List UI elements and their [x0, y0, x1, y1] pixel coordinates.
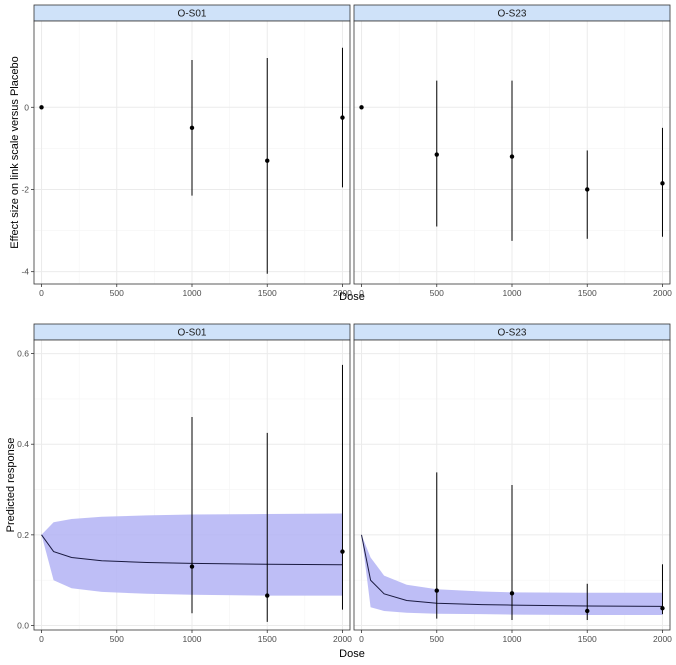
data-point	[265, 593, 270, 598]
x-tick-label: 1000	[503, 288, 522, 298]
x-tick-label: 500	[110, 288, 124, 298]
y-axis-title: Effect size on link scale versus Placebo	[9, 56, 21, 248]
y-tick-label: 0.2	[17, 530, 29, 540]
x-tick-label: 1500	[578, 634, 597, 644]
facet-label: O-S23	[498, 328, 527, 339]
data-point	[660, 606, 665, 611]
chart-0: O-S01 0 500 1000 1500 2000 0 -2 -4 O-S23 0 500 1000 1…	[9, 4, 672, 303]
panel-o-s23: O-S23 0 500 1000 1500 2000	[353, 323, 672, 644]
x-tick-label: 2000	[333, 634, 352, 644]
x-tick-label: 1000	[503, 634, 522, 644]
x-tick-label: 500	[430, 634, 444, 644]
data-point	[509, 154, 515, 159]
data-point	[359, 105, 364, 110]
x-axis-title: Dose	[339, 648, 365, 660]
data-point	[434, 588, 439, 593]
y-tick-label: 0.4	[17, 439, 29, 449]
y-tick-label: 0.0	[17, 620, 29, 630]
y-axis-title: Predicted response	[5, 438, 17, 533]
y-tick-label: 0	[24, 102, 29, 112]
facet-label: O-S23	[498, 9, 527, 20]
chart-1: O-S01 0 500 1000 1500 2000 0.0 0.2 0.4 0.6 O-S23 0 5…	[5, 323, 672, 660]
predicted-curve	[41, 534, 343, 566]
y-tick-label: -4	[21, 267, 29, 277]
x-tick-label: 500	[430, 288, 444, 298]
x-tick-label: 1500	[258, 634, 277, 644]
x-tick-label: 0	[359, 288, 364, 298]
data-point	[265, 158, 270, 163]
y-tick-label: -2	[21, 184, 29, 194]
panel-o-s01: O-S01 0 500 1000 1500 2000 0 -2 -4	[21, 4, 352, 298]
x-axis-title: Dose	[339, 291, 365, 303]
panel-o-s23: O-S23 0 500 1000 1500 2000	[353, 4, 672, 298]
facet-label: O-S01	[178, 328, 207, 339]
data-point	[660, 181, 665, 186]
x-tick-label: 0	[39, 634, 44, 644]
x-tick-label: 1500	[578, 288, 597, 298]
y-tick-label: 0.6	[17, 349, 29, 359]
data-point	[39, 105, 44, 110]
data-point	[340, 549, 345, 554]
data-point	[189, 125, 195, 131]
x-tick-label: 2000	[333, 288, 352, 298]
x-tick-label: 2000	[653, 634, 672, 644]
data-point	[585, 187, 590, 192]
data-point	[585, 608, 590, 614]
x-tick-label: 1000	[183, 288, 202, 298]
panel-o-s01: O-S01 0 500 1000 1500 2000 0.0 0.2 0.4 0.6	[17, 323, 352, 644]
data-point	[434, 152, 439, 157]
facet-label: O-S01	[178, 9, 207, 20]
x-tick-label: 1000	[183, 634, 202, 644]
x-tick-label: 500	[110, 634, 124, 644]
data-point	[189, 564, 195, 569]
x-tick-label: 0	[359, 634, 364, 644]
data-point	[509, 591, 515, 596]
x-tick-label: 2000	[653, 288, 672, 298]
data-point	[340, 115, 345, 120]
x-tick-label: 1500	[258, 288, 277, 298]
x-tick-label: 0	[39, 288, 44, 298]
